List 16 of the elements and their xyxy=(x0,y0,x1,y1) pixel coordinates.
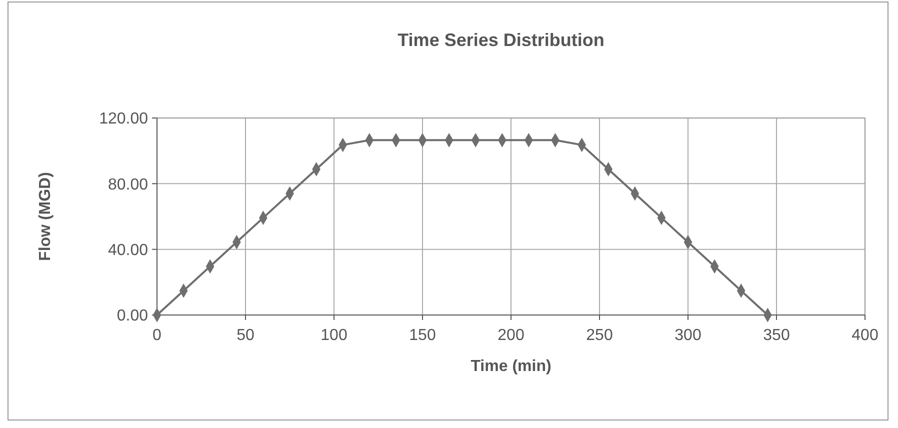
x-tick-label: 400 xyxy=(852,327,878,344)
x-tick-label: 0 xyxy=(152,327,162,344)
y-tick-label: 0.00 xyxy=(116,308,148,325)
y-tick-label: 40.00 xyxy=(108,242,148,259)
x-tick-label: 350 xyxy=(763,327,790,344)
y-tick-label: 80.00 xyxy=(108,176,148,194)
x-tick-label: 150 xyxy=(409,327,436,344)
y-axis-title: Flow (MGD) xyxy=(37,172,54,261)
x-tick-label: 250 xyxy=(586,327,613,344)
x-tick-label: 100 xyxy=(320,327,348,344)
chart-title: Time Series Distribution xyxy=(398,30,604,50)
x-tick-label: 200 xyxy=(498,327,524,344)
x-axis-title: Time (min) xyxy=(470,358,552,375)
x-tick-label: 300 xyxy=(674,327,702,344)
x-tick-label: 50 xyxy=(236,327,254,344)
y-tick-label: 120.00 xyxy=(99,110,148,128)
